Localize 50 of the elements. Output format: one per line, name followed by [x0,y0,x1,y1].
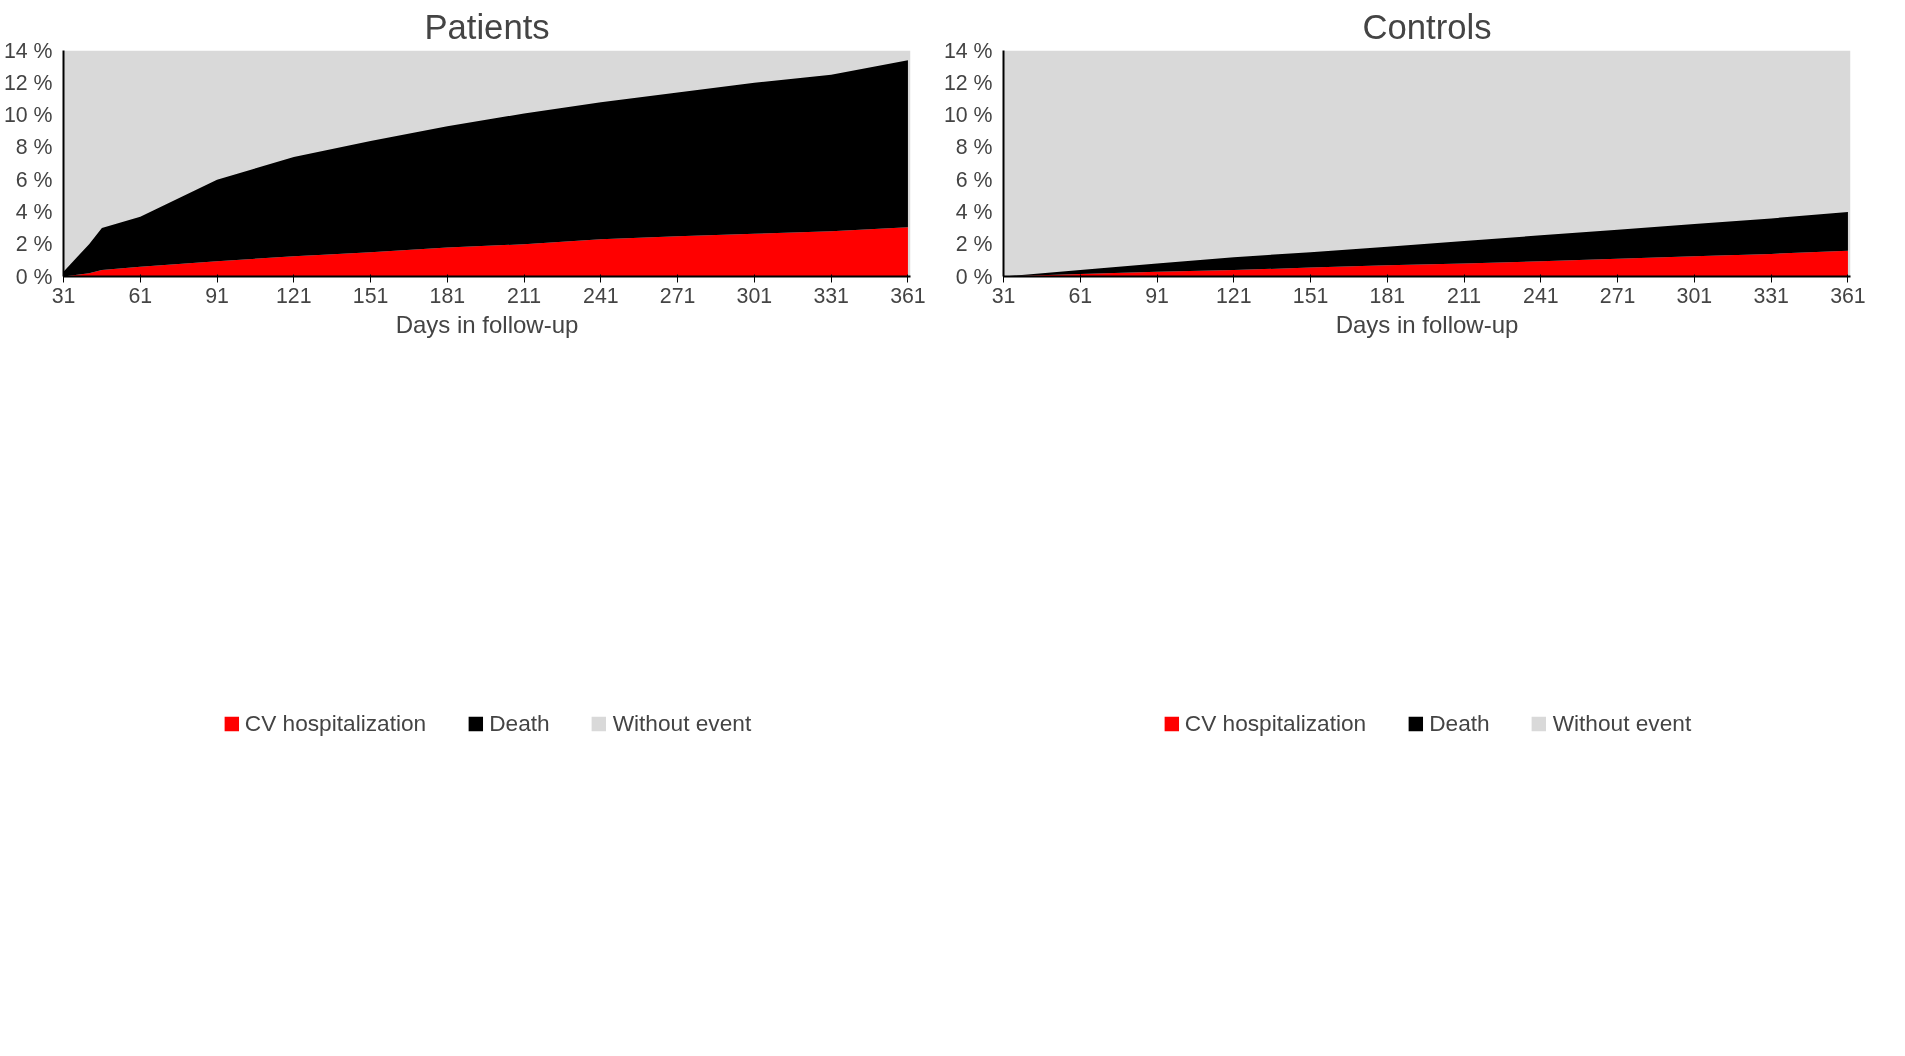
legend-label: CV hospitalization [1184,709,1367,737]
y-tick-label: 2 % [955,232,993,257]
y-tick-label: 6 % [15,167,53,192]
x-tick-label: 241 [1523,283,1559,308]
x-tick-label: 241 [583,283,619,308]
x-axis-title: Days in follow-up [395,310,579,338]
y-tick-label: 4 % [955,199,993,224]
x-tick-label: 121 [1216,283,1252,308]
legend-label: CV hospitalization [244,709,427,737]
y-tick-label: 8 % [15,135,53,160]
x-tick-label: 31 [991,283,1016,308]
x-tick-label: 301 [736,283,773,308]
y-tick-label: 6 % [955,167,993,192]
legend-label: Without event [612,709,752,737]
x-tick-label: 91 [205,283,229,308]
chart-title: Controls [1362,7,1492,46]
x-tick-label: 301 [1676,283,1713,308]
x-tick-label: 181 [1369,283,1406,308]
x-tick-label: 331 [1753,283,1789,308]
x-tick-label: 271 [1599,283,1636,308]
y-tick-label: 10 % [943,103,993,128]
x-tick-label: 91 [1145,283,1169,308]
legend-label: Without event [1552,709,1692,737]
x-tick-label: 121 [276,283,312,308]
y-tick-label: 12 % [3,70,53,95]
x-tick-label: 31 [51,283,76,308]
y-tick-label: 0 % [15,264,53,289]
y-tick-label: 2 % [15,232,53,257]
y-tick-label: 8 % [955,135,993,160]
x-tick-label: 61 [1068,283,1093,308]
chart-title: Patients [424,7,550,46]
y-tick-label: 14 % [943,38,993,63]
legend-label: Death [489,709,550,737]
x-tick-label: 211 [1447,283,1482,308]
y-tick-label: 4 % [15,199,53,224]
y-tick-label: 14 % [3,38,53,63]
x-tick-label: 271 [659,283,696,308]
x-tick-label: 151 [1292,283,1329,308]
x-tick-label: 211 [507,283,542,308]
legend-label: Death [1429,709,1490,737]
y-tick-label: 10 % [3,103,53,128]
x-tick-label: 331 [813,283,849,308]
x-axis-title: Days in follow-up [1335,310,1519,338]
x-tick-label: 61 [128,283,153,308]
x-tick-label: 181 [429,283,466,308]
y-tick-label: 12 % [943,70,993,95]
x-tick-label: 151 [352,283,389,308]
x-tick-label: 361 [890,283,926,308]
x-tick-label: 361 [1830,283,1866,308]
y-tick-label: 0 % [955,264,993,289]
